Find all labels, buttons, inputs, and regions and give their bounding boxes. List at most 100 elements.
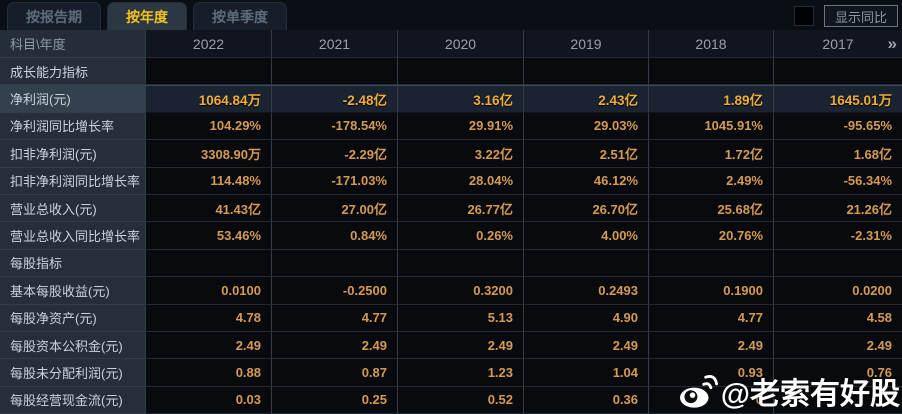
year-column-header: 2021 — [271, 30, 397, 58]
tab-by-year[interactable]: 按年度 — [107, 2, 187, 30]
row-label: 每股净资产(元) — [0, 304, 145, 332]
row-label: 扣非净利润同比增长率 — [0, 167, 145, 195]
year-column-header: 2019 — [523, 30, 648, 58]
cell-value: 2.49 — [523, 331, 648, 360]
cell-value: 46.12% — [523, 167, 648, 195]
cell-value: 0.0200 — [773, 277, 902, 305]
cell-value: 0.52 — [397, 386, 523, 414]
cell-value — [773, 386, 902, 414]
table-row-net-profit-yoy[interactable]: 净利润同比增长率 104.29% -178.54% 29.91% 29.03% … — [0, 112, 902, 141]
more-years-icon[interactable]: » — [887, 33, 897, 53]
cell-value: 29.03% — [523, 112, 648, 141]
cell-value: 2.43亿 — [523, 85, 648, 113]
table-row-net-asset-per-share[interactable]: 每股净资产(元) 4.78 4.77 5.13 4.90 4.77 4.58 — [0, 304, 902, 332]
cell-value: 2.49 — [397, 331, 523, 360]
cell-value: 0.25 — [271, 386, 397, 414]
tab-by-report-period[interactable]: 按报告期 — [7, 2, 101, 30]
indicators-table: 科目\年度 2022 2021 2020 2019 2018 2017 » 成长… — [0, 30, 902, 414]
year-column-header: 2020 — [397, 30, 523, 58]
cell-value: 0.87 — [271, 359, 397, 387]
show-yoy-checkbox[interactable] — [793, 6, 814, 26]
cell-value: 4.90 — [523, 304, 648, 332]
row-label: 净利润同比增长率 — [0, 112, 145, 141]
cell-value: 1.68亿 — [773, 140, 902, 168]
cell-value: 0.84% — [271, 222, 397, 250]
cell-value: 104.29% — [145, 112, 271, 141]
cell-value: 0.2493 — [523, 277, 648, 305]
section-label: 成长能力指标 — [0, 58, 145, 86]
cell-value: 1045.91% — [648, 112, 773, 141]
cell-value: 20.76% — [648, 222, 773, 250]
show-yoy-button[interactable]: 显示同比 — [823, 5, 898, 27]
cell-value: -2.31% — [773, 222, 902, 250]
row-label: 净利润(元) — [0, 85, 145, 113]
row-label: 每股资本公积金(元) — [0, 331, 145, 360]
cell-value: 29.91% — [397, 112, 523, 141]
table-row-deducted-net-profit[interactable]: 扣非净利润(元) 3308.90万 -2.29亿 3.22亿 2.51亿 1.7… — [0, 140, 902, 168]
cell-value: 0.36 — [523, 386, 648, 414]
corner-header: 科目\年度 — [0, 30, 145, 58]
table-header-row: 科目\年度 2022 2021 2020 2019 2018 2017 » — [0, 30, 902, 58]
cell-value: -95.65% — [773, 112, 902, 141]
cell-value: 2.49 — [648, 331, 773, 360]
cell-value: 4.78 — [145, 304, 271, 332]
row-label: 营业总收入同比增长率 — [0, 222, 145, 250]
year-column-header: 2017 » — [773, 30, 902, 58]
cell-value: 1.72亿 — [648, 140, 773, 168]
cell-value: 27.00亿 — [271, 194, 397, 223]
cell-value: 2.49 — [145, 331, 271, 360]
cell-value: 0 — [648, 386, 773, 414]
cell-value: -2.48亿 — [271, 85, 397, 113]
cell-value: 2.49% — [648, 167, 773, 195]
cell-value: 0.76 — [773, 359, 902, 387]
cell-value: 4.00% — [523, 222, 648, 250]
period-tab-bar: 按报告期 按年度 按单季度 显示同比 — [0, 0, 902, 30]
cell-value: 0.03 — [145, 386, 271, 414]
table-row-total-revenue-yoy[interactable]: 营业总收入同比增长率 53.46% 0.84% 0.26% 4.00% 20.7… — [0, 222, 902, 250]
section-row-growth: 成长能力指标 — [0, 58, 902, 86]
tabbar-controls: 显示同比 — [793, 4, 898, 28]
cell-value: 4.77 — [271, 304, 397, 332]
table-row-net-profit[interactable]: 净利润(元) 1064.84万 -2.48亿 3.16亿 2.43亿 1.89亿… — [0, 85, 902, 113]
section-label: 每股指标 — [0, 249, 145, 278]
cell-value: 1645.01万 — [773, 85, 902, 113]
cell-value: 3.22亿 — [397, 140, 523, 168]
year-header-label: 2017 — [822, 35, 854, 52]
year-column-header: 2018 — [648, 30, 773, 58]
cell-value: 1.04 — [523, 359, 648, 387]
cell-value: 3308.90万 — [145, 140, 271, 168]
cell-value: 0.88 — [145, 359, 271, 387]
row-label: 扣非净利润(元) — [0, 140, 145, 168]
cell-value: -56.34% — [773, 167, 902, 195]
cell-value: 0.0100 — [145, 277, 271, 305]
cell-value: 5.13 — [397, 304, 523, 332]
cell-value: 1.23 — [397, 359, 523, 387]
table-row-undistributed-profit-per-share[interactable]: 每股未分配利润(元) 0.88 0.87 1.23 1.04 0.93 0.76 — [0, 359, 902, 387]
cell-value: 2.49 — [773, 331, 902, 360]
table-row-deducted-net-profit-yoy[interactable]: 扣非净利润同比增长率 114.48% -171.03% 28.04% 46.12… — [0, 167, 902, 195]
cell-value: 0.93 — [648, 359, 773, 387]
section-row-per-share: 每股指标 — [0, 249, 902, 278]
cell-value: 0.1900 — [648, 277, 773, 305]
table-row-capital-reserve-per-share[interactable]: 每股资本公积金(元) 2.49 2.49 2.49 2.49 2.49 2.49 — [0, 331, 902, 360]
cell-value: 1064.84万 — [145, 85, 271, 113]
cell-value: 53.46% — [145, 222, 271, 250]
cell-value: 1.89亿 — [648, 85, 773, 113]
cell-value: 0.26% — [397, 222, 523, 250]
tab-by-single-quarter[interactable]: 按单季度 — [193, 2, 287, 30]
cell-value: 2.49 — [271, 331, 397, 360]
row-label: 每股经营现金流(元) — [0, 386, 145, 414]
cell-value: 3.16亿 — [397, 85, 523, 113]
table-row-basic-eps[interactable]: 基本每股收益(元) 0.0100 -0.2500 0.3200 0.2493 0… — [0, 277, 902, 305]
cell-value: 4.77 — [648, 304, 773, 332]
cell-value: -178.54% — [271, 112, 397, 141]
cell-value: 21.26亿 — [773, 194, 902, 223]
cell-value: 25.68亿 — [648, 194, 773, 223]
table-row-operating-cashflow-per-share[interactable]: 每股经营现金流(元) 0.03 0.25 0.52 0.36 0 — [0, 386, 902, 414]
table-row-total-revenue[interactable]: 营业总收入(元) 41.43亿 27.00亿 26.77亿 26.70亿 25.… — [0, 194, 902, 223]
year-column-header: 2022 — [145, 30, 271, 58]
row-label: 基本每股收益(元) — [0, 277, 145, 305]
cell-value: 28.04% — [397, 167, 523, 195]
cell-value: 26.70亿 — [523, 194, 648, 223]
